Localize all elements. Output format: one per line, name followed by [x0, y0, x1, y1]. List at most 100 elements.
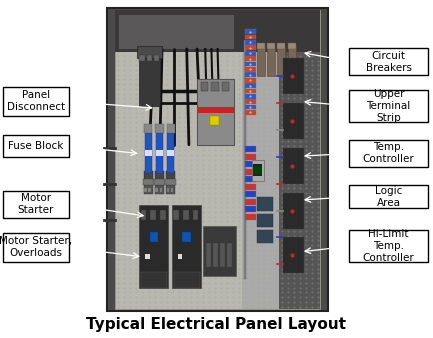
Bar [257, 214, 273, 227]
Bar [201, 82, 208, 91]
Bar [166, 185, 175, 194]
FancyBboxPatch shape [349, 90, 428, 122]
Text: Motor
Starter: Motor Starter [17, 193, 54, 215]
Bar [178, 254, 182, 259]
Bar [139, 52, 160, 106]
Bar [147, 55, 152, 61]
Bar [154, 179, 165, 185]
FancyBboxPatch shape [349, 230, 428, 262]
FancyBboxPatch shape [349, 140, 428, 167]
Bar [246, 67, 255, 72]
Text: Fuse Block: Fuse Block [8, 141, 63, 151]
Bar [246, 40, 255, 45]
Bar [283, 238, 304, 273]
Bar [246, 184, 255, 190]
Bar [246, 105, 255, 110]
Bar [267, 43, 275, 49]
Bar [144, 185, 153, 194]
Text: Upper
Terminal
Strip: Upper Terminal Strip [366, 89, 411, 123]
Bar [174, 210, 179, 220]
Bar [203, 225, 236, 276]
FancyBboxPatch shape [3, 135, 69, 157]
Bar [107, 8, 328, 311]
Bar [283, 103, 304, 139]
Text: Hi-Limit
Temp.
Controller: Hi-Limit Temp. Controller [363, 229, 414, 263]
Bar [141, 210, 146, 220]
Bar [283, 193, 304, 228]
Bar [277, 43, 285, 49]
Bar [160, 210, 165, 220]
Bar [206, 243, 211, 267]
Bar [155, 124, 164, 133]
Text: Motor Starter,
Overloads: Motor Starter, Overloads [0, 236, 72, 259]
Bar [253, 166, 262, 174]
Bar [139, 55, 145, 61]
Bar [145, 150, 152, 155]
Bar [257, 46, 265, 76]
Bar [145, 254, 149, 259]
Bar [246, 214, 255, 220]
Bar [277, 46, 285, 76]
Bar [182, 232, 191, 242]
Bar [165, 179, 176, 185]
Bar [149, 232, 158, 242]
Text: Circuit
Breakers: Circuit Breakers [365, 50, 412, 73]
Bar [220, 243, 225, 267]
Bar [119, 15, 234, 49]
Bar [246, 99, 255, 104]
Bar [283, 148, 304, 184]
Bar [210, 116, 219, 125]
Bar [246, 162, 255, 167]
Text: Temp.
Controller: Temp. Controller [363, 142, 414, 165]
Bar [246, 51, 255, 56]
Bar [144, 124, 152, 133]
Bar [149, 188, 151, 192]
Text: Panel
Disconnect: Panel Disconnect [6, 90, 65, 113]
Bar [253, 164, 262, 176]
Bar [137, 46, 162, 58]
Bar [160, 188, 162, 192]
Bar [257, 43, 265, 49]
Bar [246, 45, 255, 50]
Bar [174, 271, 200, 288]
Bar [283, 58, 304, 94]
Bar [213, 243, 218, 267]
Text: Logic
Area: Logic Area [375, 186, 402, 208]
Bar [155, 185, 164, 194]
Bar [246, 62, 255, 66]
Bar [141, 271, 167, 288]
Bar [257, 197, 273, 211]
Bar [156, 133, 163, 173]
Bar [246, 199, 255, 204]
Bar [246, 72, 255, 77]
Bar [156, 150, 163, 155]
Bar [155, 171, 164, 180]
Bar [167, 124, 175, 133]
Bar [183, 210, 189, 220]
FancyBboxPatch shape [349, 48, 428, 75]
Bar [246, 94, 255, 99]
Bar [288, 46, 296, 76]
Bar [115, 10, 320, 309]
Bar [226, 243, 232, 267]
Bar [193, 210, 198, 220]
Bar [211, 82, 219, 91]
Bar [139, 204, 168, 288]
FancyBboxPatch shape [3, 191, 69, 218]
Bar [154, 55, 159, 61]
Bar [267, 46, 275, 76]
Bar [246, 83, 255, 88]
Bar [279, 10, 320, 309]
Bar [246, 110, 255, 115]
Bar [145, 133, 152, 173]
Bar [167, 133, 174, 173]
Bar [172, 204, 201, 288]
Bar [167, 188, 169, 192]
FancyBboxPatch shape [3, 233, 69, 262]
Bar [144, 188, 147, 192]
Bar [222, 82, 229, 91]
Bar [257, 230, 273, 243]
FancyBboxPatch shape [349, 185, 428, 208]
Bar [171, 188, 173, 192]
Bar [115, 10, 320, 52]
